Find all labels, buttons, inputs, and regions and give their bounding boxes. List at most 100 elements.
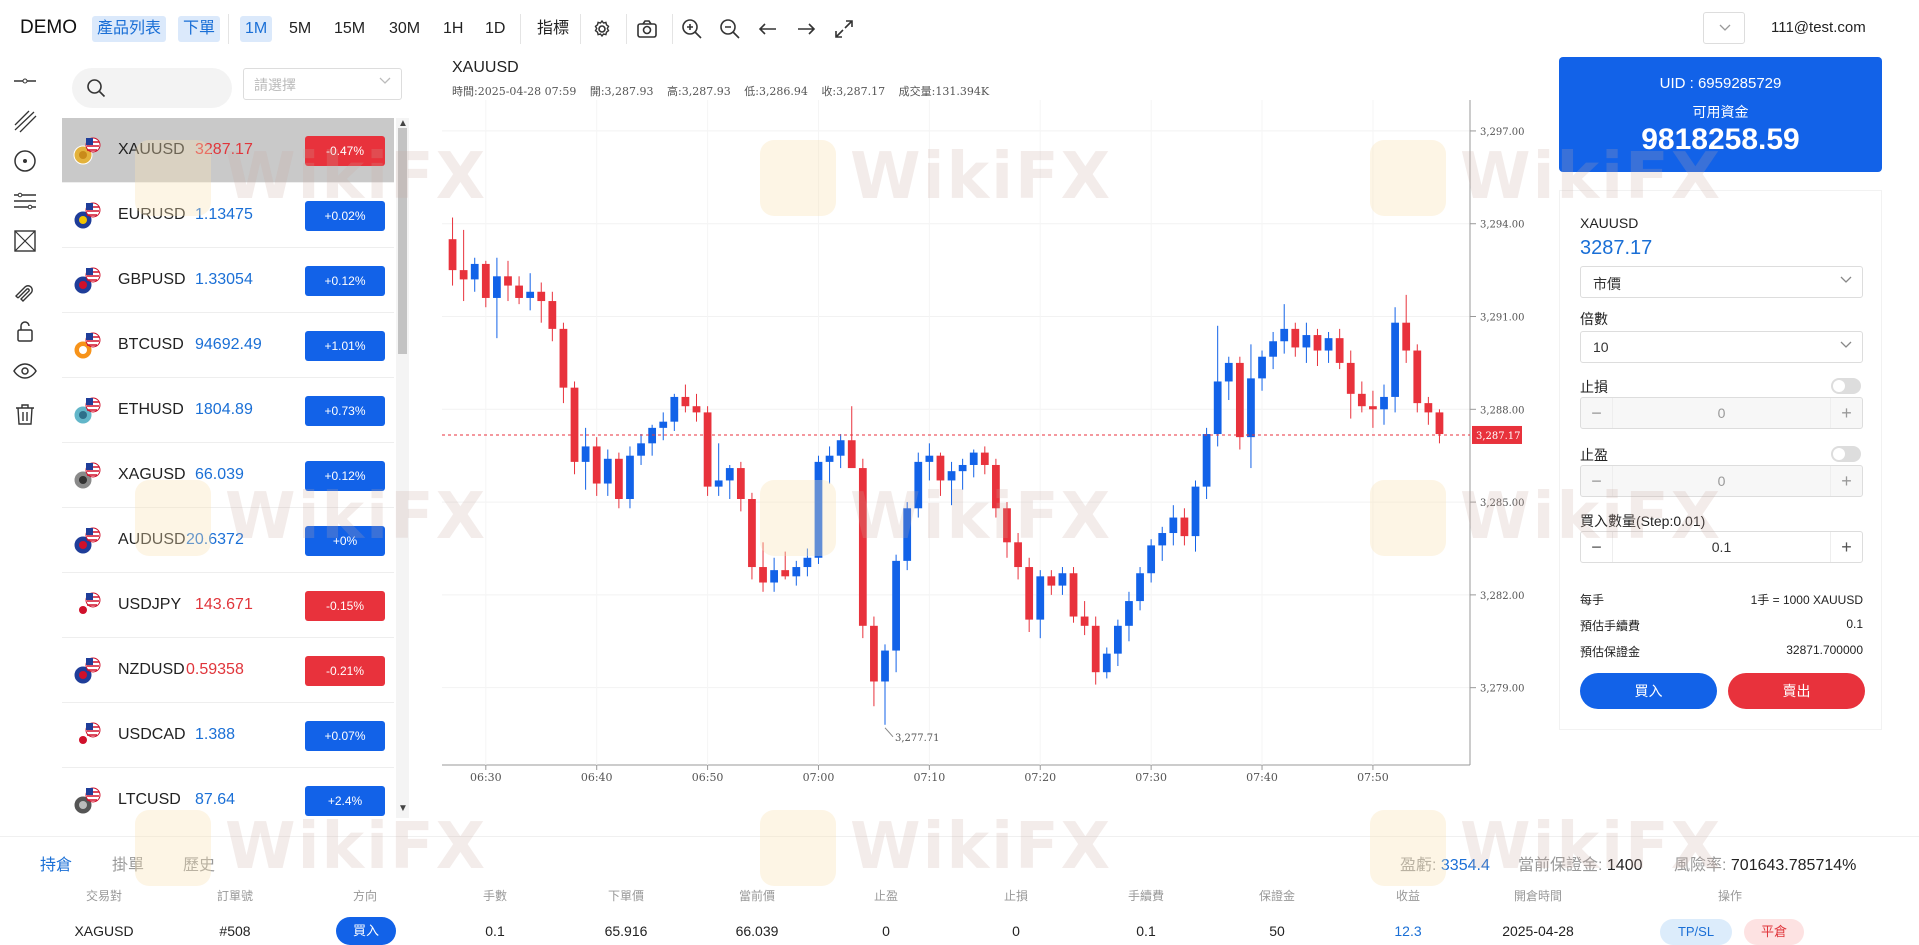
place-order-button[interactable]: 下單	[178, 16, 221, 42]
symbol-row-gbpusd[interactable]: GBPUSD 1.33054 +0.12%	[62, 248, 394, 313]
symbol-name: XAUUSD	[118, 141, 185, 158]
trash-icon[interactable]	[12, 401, 38, 427]
tab-positions[interactable]: 持倉	[40, 857, 73, 874]
symbol-row-audusd[interactable]: AUDUSD 20.6372 +0%	[62, 508, 394, 573]
fullscreen-icon[interactable]	[832, 17, 856, 41]
close-position-button[interactable]: 平倉	[1744, 919, 1804, 945]
candle-body	[1158, 533, 1167, 546]
column-header: 操作	[1717, 889, 1742, 903]
candle-body	[681, 396, 690, 407]
symbol-list-scrollbar[interactable]: ▲ ▼	[396, 118, 409, 818]
language-dropdown[interactable]	[1703, 12, 1745, 44]
timeframe-30m[interactable]: 30M	[389, 20, 421, 37]
symbol-name: EURUSD	[118, 206, 186, 223]
settings-gear-icon[interactable]	[590, 17, 614, 41]
parallel-lines-tool-icon[interactable]	[12, 188, 38, 214]
divider	[626, 14, 627, 44]
tab-pending-orders[interactable]: 掛單	[112, 857, 145, 874]
sell-button[interactable]: 賣出	[1728, 673, 1865, 709]
tab-history[interactable]: 歷史	[183, 857, 216, 874]
scrollbar-thumb[interactable]	[398, 128, 407, 354]
tp-sl-button[interactable]: TP/SL	[1660, 919, 1732, 945]
stop-loss-stepper[interactable]: − 0 +	[1580, 397, 1863, 429]
timeframe-1h[interactable]: 1H	[443, 20, 464, 37]
minus-icon[interactable]: −	[1581, 466, 1613, 496]
change-badge: +0.12%	[305, 461, 385, 491]
symbol-row-ltcusd[interactable]: LTCUSD 87.64 +2.4%	[62, 768, 394, 818]
magnet-icon[interactable]	[12, 278, 38, 304]
candle-body	[992, 464, 1000, 509]
current-margin-value: 1400	[1606, 857, 1643, 874]
timeframe-1d[interactable]: 1D	[485, 20, 506, 37]
trend-line-tool-icon[interactable]	[12, 108, 38, 134]
audusd-flag-icon	[73, 527, 101, 555]
ohlc-high: 高:3,287.93	[667, 85, 731, 98]
arrow-right-icon[interactable]	[794, 17, 818, 41]
quantity-value[interactable]: 0.1	[1711, 539, 1732, 555]
product-list-button[interactable]: 產品列表	[92, 16, 167, 42]
available-funds-label: 可用資金	[1692, 104, 1749, 120]
candlestick-chart[interactable]: 3,297.00 3,294.00 3,291.00 3,288.00 3,285.00…	[430, 100, 1550, 800]
candle-body	[504, 276, 512, 286]
camera-icon[interactable]	[635, 17, 659, 41]
symbol-row-nzdusd[interactable]: NZDUSD 0.59358 -0.21%	[62, 638, 394, 703]
usdjpy-flag-icon	[73, 592, 101, 620]
symbol-row-xauusd[interactable]: XAUUSD 3287.17 -0.47%	[62, 118, 394, 183]
direction-buy-badge: 買入	[336, 917, 396, 945]
plus-icon[interactable]: +	[1830, 398, 1862, 428]
plus-icon[interactable]: +	[1830, 466, 1862, 496]
symbol-price: 1.33054	[195, 271, 253, 288]
symbol-name: BTCUSD	[118, 336, 184, 353]
symbol-name: USDJPY	[118, 596, 182, 613]
y-tick-label: 3,279.00	[1480, 684, 1525, 695]
order-type-select[interactable]: 市價	[1580, 266, 1863, 298]
timeframe-5m[interactable]: 5M	[289, 20, 312, 37]
symbol-row-usdjpy[interactable]: USDJPY 143.671 -0.15%	[62, 573, 394, 638]
candle-body	[493, 276, 501, 298]
timeframe-15m[interactable]: 15M	[334, 20, 366, 37]
timeframe-1m[interactable]: 1M	[240, 16, 273, 42]
plus-icon[interactable]: +	[1830, 532, 1862, 562]
eye-icon[interactable]	[12, 358, 38, 384]
cell-margin: 50	[1269, 923, 1285, 939]
candle-body	[748, 499, 756, 568]
symbol-row-ethusd[interactable]: ETHUSD 1804.89 +0.73%	[62, 378, 394, 443]
scroll-down-icon[interactable]: ▼	[398, 803, 408, 814]
leverage-select[interactable]: 10	[1580, 331, 1863, 363]
symbol-row-usdcad[interactable]: USDCAD 1.388 +0.07%	[62, 703, 394, 768]
scroll-up-icon[interactable]: ▲	[398, 118, 408, 129]
symbol-row-xagusd[interactable]: XAGUSD 66.039 +0.12%	[62, 443, 394, 508]
y-tick-label: 3,297.00	[1480, 127, 1525, 138]
candle-body	[781, 570, 790, 577]
candle-body	[626, 455, 634, 499]
fibonacci-tool-icon[interactable]	[12, 228, 38, 254]
change-badge: +0.07%	[305, 721, 385, 751]
lock-icon[interactable]	[12, 318, 38, 344]
y-tick-label: 3,291.00	[1480, 313, 1525, 324]
minus-icon[interactable]: −	[1581, 398, 1613, 428]
symbol-row-btcusd[interactable]: BTCUSD 94692.49 +1.01%	[62, 313, 394, 378]
category-select[interactable]: 請選擇	[243, 68, 402, 100]
zoom-in-icon[interactable]	[680, 17, 704, 41]
candle-body	[1136, 573, 1144, 602]
per-lot-row: 每手 1手 = 1000 XAUUSD	[1580, 591, 1863, 608]
arrow-left-icon[interactable]	[756, 17, 780, 41]
zoom-out-icon[interactable]	[718, 17, 742, 41]
circle-tool-icon[interactable]	[12, 148, 38, 174]
indicators-button[interactable]: 指標	[537, 20, 570, 37]
minus-icon[interactable]: −	[1581, 532, 1613, 562]
buy-button[interactable]: 買入	[1580, 673, 1717, 709]
candle-body	[770, 570, 779, 583]
take-profit-toggle[interactable]	[1831, 446, 1861, 462]
candle-body	[570, 387, 579, 462]
candle-body	[903, 508, 912, 561]
quantity-stepper[interactable]: − 0.1 +	[1580, 531, 1863, 563]
stop-loss-toggle[interactable]	[1831, 378, 1861, 394]
column-header: 保證金	[1258, 889, 1295, 903]
search-input[interactable]	[72, 68, 232, 108]
horizontal-line-tool-icon[interactable]	[12, 68, 38, 94]
symbol-row-eurusd[interactable]: EURUSD 1.13475 +0.02%	[62, 183, 394, 248]
stop-loss-label: 止損	[1580, 379, 1608, 395]
take-profit-stepper[interactable]: − 0 +	[1580, 465, 1863, 497]
user-email[interactable]: 111@test.com	[1771, 19, 1866, 36]
